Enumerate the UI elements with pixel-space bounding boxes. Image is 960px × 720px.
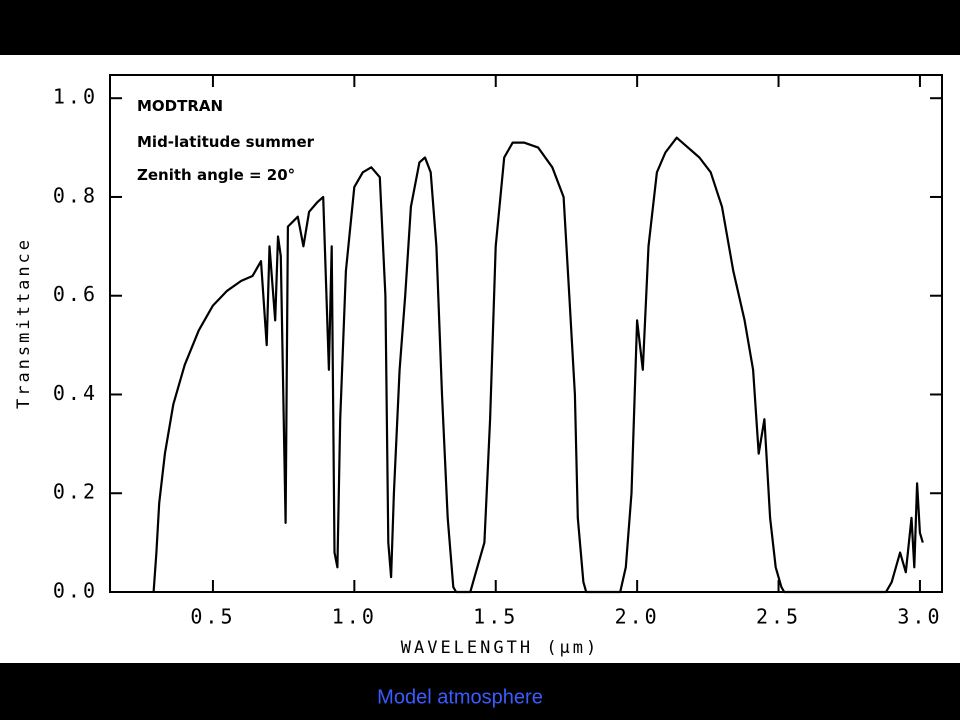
y-tick-label: 0.8 [53, 183, 98, 207]
y-tick-label: 0.0 [53, 579, 98, 603]
annotation: MODTRAN [137, 97, 223, 115]
caption: Model atmosphere [377, 686, 543, 708]
x-tick-label: 1.5 [473, 605, 518, 629]
annotation: Mid-latitude summer [137, 133, 315, 151]
x-tick-label: 1.0 [332, 605, 377, 629]
y-tick-label: 0.2 [53, 480, 98, 504]
y-tick-label: 1.0 [53, 85, 98, 109]
x-axis-label: WAVELENGTH (μm) [401, 638, 600, 658]
x-tick-label: 2.0 [615, 605, 660, 629]
x-tick-label: 2.5 [756, 605, 801, 629]
y-tick-label: 0.6 [53, 282, 98, 306]
x-tick-label: 0.5 [190, 605, 235, 629]
data-line [152, 136, 924, 594]
x-tick-label: 3.0 [897, 605, 942, 629]
y-axis-label: Transmittance [14, 237, 34, 409]
y-tick-label: 0.4 [53, 381, 98, 405]
annotation: Zenith angle = 20° [137, 166, 295, 184]
plot-frame [109, 74, 943, 593]
